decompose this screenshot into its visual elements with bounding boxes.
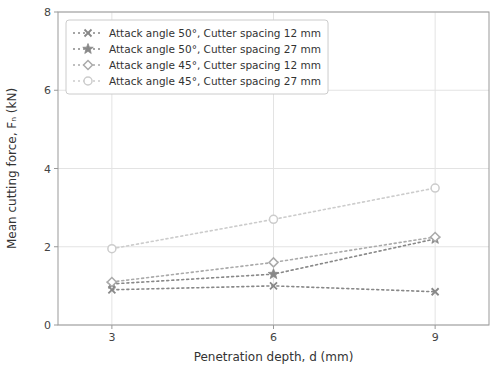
- marker-diamond: [269, 258, 278, 267]
- x-grid-line: [435, 12, 436, 325]
- marker-star: [83, 44, 93, 54]
- series-line: [112, 188, 435, 249]
- x-tick-label: 3: [108, 331, 115, 344]
- y-tick: [54, 325, 58, 326]
- x-tick-label: 6: [270, 331, 277, 344]
- marker-star: [430, 233, 440, 243]
- marker-circle: [108, 245, 116, 253]
- legend-label: Attack angle 50°, Cutter spacing 27 mm: [109, 43, 321, 55]
- plot-frame: [58, 12, 489, 325]
- chart-container: 3 6 9 0 2 4 6 8 Penetration depth, d (mm) Mean cu…: [0, 0, 503, 371]
- legend-label: Attack angle 50°, Cutter spacing 12 mm: [109, 27, 321, 39]
- marker-circle: [270, 215, 278, 223]
- series: [108, 282, 438, 295]
- x-tick-label: 9: [432, 331, 439, 344]
- series: [107, 233, 441, 288]
- plot-background: [58, 12, 489, 325]
- x-tick: [111, 325, 112, 329]
- y-tick-label: 8: [44, 6, 51, 19]
- marker-circle: [84, 77, 92, 85]
- y-tick: [54, 90, 58, 91]
- y-tick-label: 6: [44, 84, 51, 97]
- marker-star: [268, 269, 278, 279]
- legend: Attack angle 50°, Cutter spacing 12 mm At…: [66, 20, 328, 94]
- marker-x: [85, 30, 92, 37]
- series-line: [112, 239, 435, 284]
- marker-diamond: [107, 277, 116, 286]
- data-layer: [107, 184, 441, 295]
- legend-label: Attack angle 45°, Cutter spacing 12 mm: [109, 59, 321, 71]
- series-line: [112, 237, 435, 282]
- marker-x: [432, 288, 439, 295]
- legend-label: Attack angle 45°, Cutter spacing 27 mm: [109, 75, 321, 87]
- y-tick-label: 4: [44, 163, 51, 176]
- y-axis-label: Mean cutting force, Fₙ (kN): [5, 88, 19, 249]
- grid: [58, 12, 489, 325]
- marker-x: [270, 282, 277, 289]
- y-tick: [54, 12, 58, 13]
- x-tick: [273, 325, 274, 329]
- chart-svg: 3 6 9 0 2 4 6 8 Penetration depth, d (mm) Mean cu…: [0, 0, 503, 371]
- marker-diamond: [84, 61, 93, 70]
- x-axis-label: Penetration depth, d (mm): [194, 350, 354, 364]
- marker-star: [107, 278, 117, 288]
- marker-diamond: [431, 232, 440, 241]
- y-tick-label: 2: [44, 241, 51, 254]
- y-tick: [54, 246, 58, 247]
- marker-circle: [431, 184, 439, 192]
- axes: 3 6 9 0 2 4 6 8: [44, 6, 439, 344]
- legend-box: [66, 20, 328, 94]
- series: [108, 184, 439, 253]
- y-tick: [54, 168, 58, 169]
- y-tick-label: 0: [44, 319, 51, 332]
- x-tick: [435, 325, 436, 329]
